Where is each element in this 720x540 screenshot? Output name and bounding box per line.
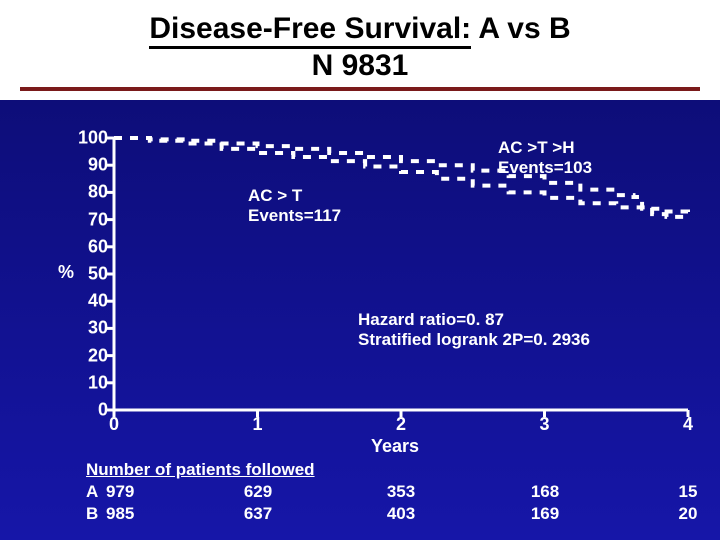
series-label-1: AC >T >H Events=103 xyxy=(498,138,592,178)
risk-table-header: Number of patients followed xyxy=(86,460,315,480)
risk-cell: 637 xyxy=(244,504,272,524)
xtick-label: 4 xyxy=(683,414,693,435)
ytick-label: 70 xyxy=(88,209,108,230)
xtick-label: 1 xyxy=(252,414,262,435)
risk-cell: 169 xyxy=(531,504,559,524)
title-divider xyxy=(20,87,700,91)
risk-cell: 15 xyxy=(679,482,698,502)
risk-row-label: A xyxy=(86,482,98,502)
risk-row-label: B xyxy=(86,504,98,524)
title-tail: A vs B xyxy=(471,12,570,45)
ytick-label: 10 xyxy=(88,372,108,393)
y-axis-label: % xyxy=(58,262,74,283)
risk-cell: 168 xyxy=(531,482,559,502)
survival-chart: % Years 010203040506070809010001234 xyxy=(114,138,688,410)
xtick-label: 3 xyxy=(539,414,549,435)
title-line-1: Disease-Free Survival: A vs B xyxy=(0,12,720,49)
slide-root: Disease-Free Survival: A vs B N 9831 % Y… xyxy=(0,0,720,540)
ytick-label: 40 xyxy=(88,291,108,312)
risk-cell: 985 xyxy=(106,504,134,524)
ytick-label: 30 xyxy=(88,318,108,339)
ytick-label: 0 xyxy=(98,400,108,421)
ytick-label: 50 xyxy=(88,264,108,285)
ytick-label: 60 xyxy=(88,236,108,257)
x-axis-label: Years xyxy=(371,436,419,457)
risk-cell: 20 xyxy=(679,504,698,524)
risk-cell: 403 xyxy=(387,504,415,524)
risk-cell: 979 xyxy=(106,482,134,502)
xtick-label: 0 xyxy=(109,414,119,435)
series-label-0: AC > T Events=117 xyxy=(248,186,341,226)
xtick-label: 2 xyxy=(396,414,406,435)
risk-cell: 353 xyxy=(387,482,415,502)
title-underlined: Disease-Free Survival: xyxy=(149,12,471,49)
slide-title: Disease-Free Survival: A vs B N 9831 xyxy=(0,0,720,83)
ytick-label: 80 xyxy=(88,182,108,203)
ytick-label: 90 xyxy=(88,155,108,176)
chart-svg xyxy=(114,138,688,410)
stats-annotation: Hazard ratio=0. 87 Stratified logrank 2P… xyxy=(358,310,590,350)
title-line-2: N 9831 xyxy=(0,49,720,83)
ytick-label: 100 xyxy=(78,128,108,149)
ytick-label: 20 xyxy=(88,345,108,366)
risk-cell: 629 xyxy=(244,482,272,502)
